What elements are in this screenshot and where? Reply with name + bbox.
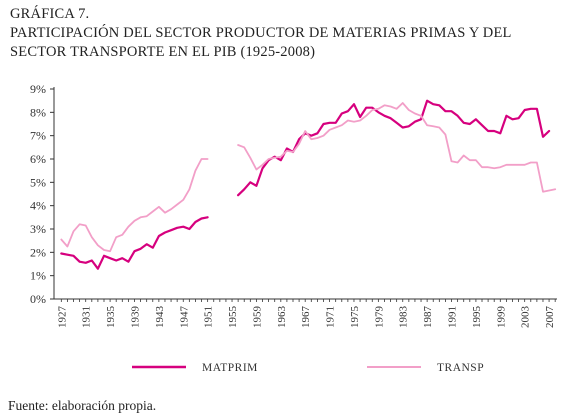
y-tick-label: 2%: [30, 245, 46, 259]
y-tick-label: 8%: [30, 105, 46, 119]
x-tick-label: 1983: [398, 306, 410, 329]
x-tick-label: 1927: [56, 306, 68, 329]
legend: MATPRIM TRANSP: [132, 362, 484, 374]
series-transp: [60, 102, 557, 253]
source-note: Fuente: elaboración propia.: [8, 398, 157, 413]
x-tick-label: 1975: [349, 306, 361, 329]
legend-label-transp: TRANSP: [437, 362, 484, 374]
x-tick-label: 1931: [81, 306, 93, 328]
x-tick-label: 1995: [471, 306, 483, 329]
x-tick-label: 1959: [251, 306, 263, 329]
x-tick-label: 1963: [276, 306, 288, 329]
y-tick-label: 1%: [30, 269, 46, 283]
y-tick-label: 3%: [30, 222, 46, 236]
x-tick-label: 1951: [203, 306, 215, 328]
x-tick-label: 2007: [544, 306, 556, 329]
y-tick-label: 6%: [30, 152, 46, 166]
axes: 0% 1% 2% 3% 4% 5% 6% 7% 8% 9% 1927 1931 1935 1939 1943…: [30, 82, 557, 328]
y-tick-label: 9%: [30, 82, 46, 96]
series-line-transp-1: [60, 158, 209, 253]
series-layer: [60, 99, 557, 270]
series-line-matprim-1: [60, 216, 209, 270]
series-line-transp-2: [237, 102, 557, 193]
x-tick-label: 1979: [373, 306, 385, 329]
y-tick-label: 7%: [30, 129, 46, 143]
x-tick-label: 1943: [154, 306, 166, 329]
y-tick-label: 0%: [30, 292, 46, 306]
y-tick-label: 5%: [30, 175, 46, 189]
x-tick-label: 1947: [178, 306, 190, 329]
chart-title: PARTICIPACIÓN DEL SECTOR PRODUCTOR DE MA…: [10, 25, 512, 60]
x-tick-label: 1999: [495, 306, 507, 329]
x-tick-label: 1971: [325, 306, 337, 328]
series-matprim: [60, 99, 551, 270]
x-tick-label: 1955: [227, 306, 239, 329]
x-tick-label: 1987: [422, 306, 434, 329]
x-tick-label: 1967: [300, 306, 312, 329]
figure-label: GRÁFICA 7.: [10, 6, 90, 22]
y-tick-label: 4%: [30, 199, 46, 213]
series-line-matprim-2: [237, 99, 551, 197]
legend-label-matprim: MATPRIM: [202, 362, 258, 374]
x-tick-label: 1939: [129, 306, 141, 329]
x-tick-label: 2003: [520, 306, 532, 329]
x-tick-label: 1935: [105, 306, 117, 329]
x-tick-label: 1991: [447, 306, 459, 328]
